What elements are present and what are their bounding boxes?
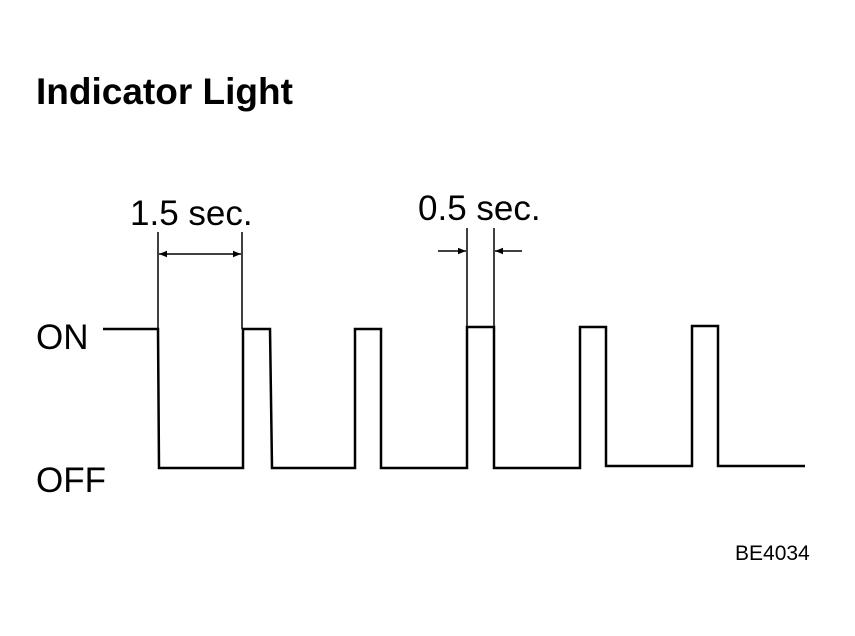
title: Indicator Light: [36, 71, 293, 112]
on-label: ON: [36, 318, 89, 357]
interval-short-label: 0.5 sec.: [418, 189, 541, 228]
figure-id: BE4034: [735, 542, 810, 565]
off-label: OFF: [36, 461, 106, 500]
waveform: [103, 324, 805, 470]
interval-long-label: 1.5 sec.: [130, 194, 253, 233]
